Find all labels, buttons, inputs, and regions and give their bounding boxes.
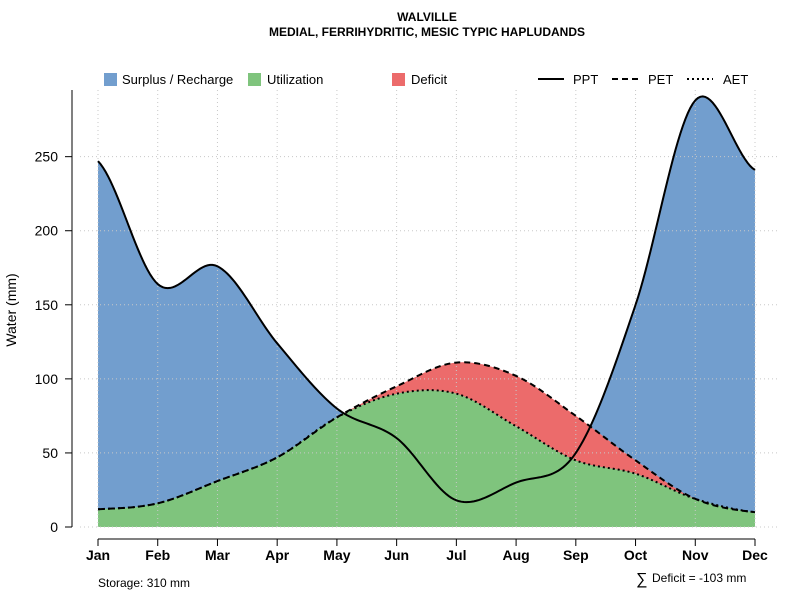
x-tick-label: Apr — [265, 547, 290, 563]
legend-label-surplus: Surplus / Recharge — [122, 72, 233, 87]
y-axis-label: Water (mm) — [3, 273, 19, 346]
x-tick-label: Dec — [742, 547, 768, 563]
storage-note: Storage: 310 mm — [98, 576, 190, 590]
x-tick-label: Oct — [624, 547, 648, 563]
x-tick-label: Sep — [563, 547, 589, 563]
y-tick-label: 50 — [42, 445, 58, 461]
x-tick-label: Jun — [384, 547, 409, 563]
legend-label-deficit: Deficit — [411, 72, 448, 87]
grid-lines — [80, 90, 780, 528]
y-tick-label: 250 — [35, 149, 59, 165]
series-lines — [97, 95, 756, 514]
x-tick-label: Mar — [205, 547, 230, 563]
legend-label-utilization: Utilization — [267, 72, 323, 87]
y-tick-label: 0 — [50, 519, 58, 535]
legend-swatch-utilization — [248, 73, 261, 86]
axes: 0 50 100 150 200 250 Jan Feb Mar Apr May Jun Jul Aug S… — [35, 90, 768, 563]
legend-swatch-deficit — [392, 73, 405, 86]
chart-subtitle: MEDIAL, FERRIHYDRITIC, MESIC TYPIC HAPLU… — [269, 25, 585, 39]
utilization-area — [98, 390, 755, 527]
pet-line — [97, 361, 756, 514]
x-tick-label: Jul — [446, 547, 466, 563]
y-tick-label: 150 — [35, 297, 59, 313]
deficit-note: Deficit = -103 mm — [652, 571, 746, 585]
legend-label-ppt: PPT — [573, 72, 598, 87]
x-tick-label: May — [323, 547, 350, 563]
sigma-icon: ∑ — [636, 571, 647, 588]
y-tick-label: 100 — [35, 371, 59, 387]
area-fills — [98, 96, 755, 528]
x-tick-label: Feb — [145, 547, 170, 563]
ppt-line — [97, 95, 756, 504]
x-tick-label: Nov — [682, 547, 709, 563]
legend-label-aet: AET — [723, 72, 748, 87]
legend-swatch-surplus — [104, 73, 117, 86]
chart-title: WALVILLE — [397, 10, 457, 24]
legend-label-pet: PET — [648, 72, 673, 87]
x-tick-label: Aug — [502, 547, 529, 563]
surplus-area — [98, 96, 755, 528]
y-tick-label: 200 — [35, 223, 59, 239]
legend: Surplus / Recharge Utilization Deficit P… — [104, 72, 748, 87]
x-tick-label: Jan — [86, 547, 110, 563]
